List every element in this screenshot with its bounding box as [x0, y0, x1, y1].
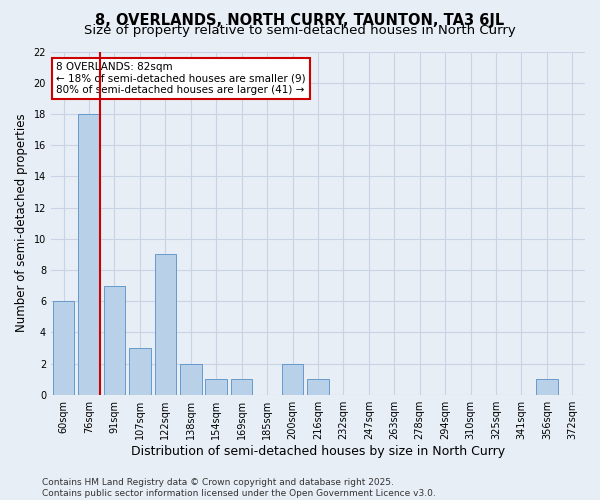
Text: Contains HM Land Registry data © Crown copyright and database right 2025.
Contai: Contains HM Land Registry data © Crown c…	[42, 478, 436, 498]
Bar	[78, 114, 100, 394]
Text: 8 OVERLANDS: 82sqm
← 18% of semi-detached houses are smaller (9)
80% of semi-det: 8 OVERLANDS: 82sqm ← 18% of semi-detache…	[56, 62, 306, 95]
Bar	[231, 379, 253, 394]
Bar	[129, 348, 151, 395]
Bar	[205, 379, 227, 394]
X-axis label: Distribution of semi-detached houses by size in North Curry: Distribution of semi-detached houses by …	[131, 444, 505, 458]
Bar	[155, 254, 176, 394]
Y-axis label: Number of semi-detached properties: Number of semi-detached properties	[15, 114, 28, 332]
Bar	[307, 379, 329, 394]
Bar	[180, 364, 202, 394]
Bar	[104, 286, 125, 395]
Bar	[536, 379, 557, 394]
Text: 8, OVERLANDS, NORTH CURRY, TAUNTON, TA3 6JL: 8, OVERLANDS, NORTH CURRY, TAUNTON, TA3 …	[95, 12, 505, 28]
Text: Size of property relative to semi-detached houses in North Curry: Size of property relative to semi-detach…	[84, 24, 516, 37]
Bar	[282, 364, 304, 394]
Bar	[53, 301, 74, 394]
